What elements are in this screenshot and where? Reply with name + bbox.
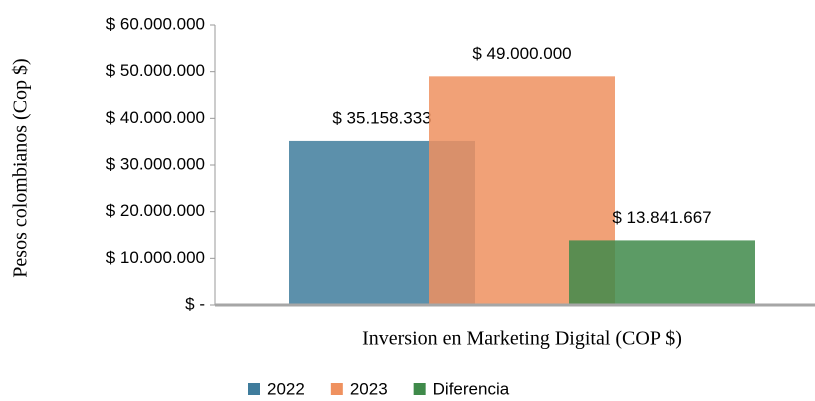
legend-swatch: [413, 383, 426, 395]
data-label: $ 35.158.333: [332, 108, 431, 127]
y-tick-label: $ 20.000.000: [106, 201, 205, 220]
bar: [569, 240, 755, 305]
y-tick-label: $ 30.000.000: [106, 154, 205, 173]
y-tick-label: $ -: [185, 294, 205, 313]
legend-label: 2023: [350, 379, 388, 398]
data-label: $ 13.841.667: [612, 208, 711, 227]
y-axis-label: Pesos colombianos (Cop $): [10, 58, 32, 277]
y-tick-label: $ 10.000.000: [106, 248, 205, 267]
legend-label: 2022: [267, 379, 305, 398]
y-tick-label: $ 60.000.000: [106, 14, 205, 33]
legend-label: Diferencia: [433, 379, 510, 398]
legend-swatch: [330, 383, 343, 395]
y-tick-label: $ 50.000.000: [106, 61, 205, 80]
data-label: $ 49.000.000: [472, 44, 571, 63]
legend-swatch: [248, 383, 260, 395]
x-axis-label: Inversion en Marketing Digital (COP $): [362, 328, 682, 350]
y-tick-label: $ 40.000.000: [106, 108, 205, 127]
